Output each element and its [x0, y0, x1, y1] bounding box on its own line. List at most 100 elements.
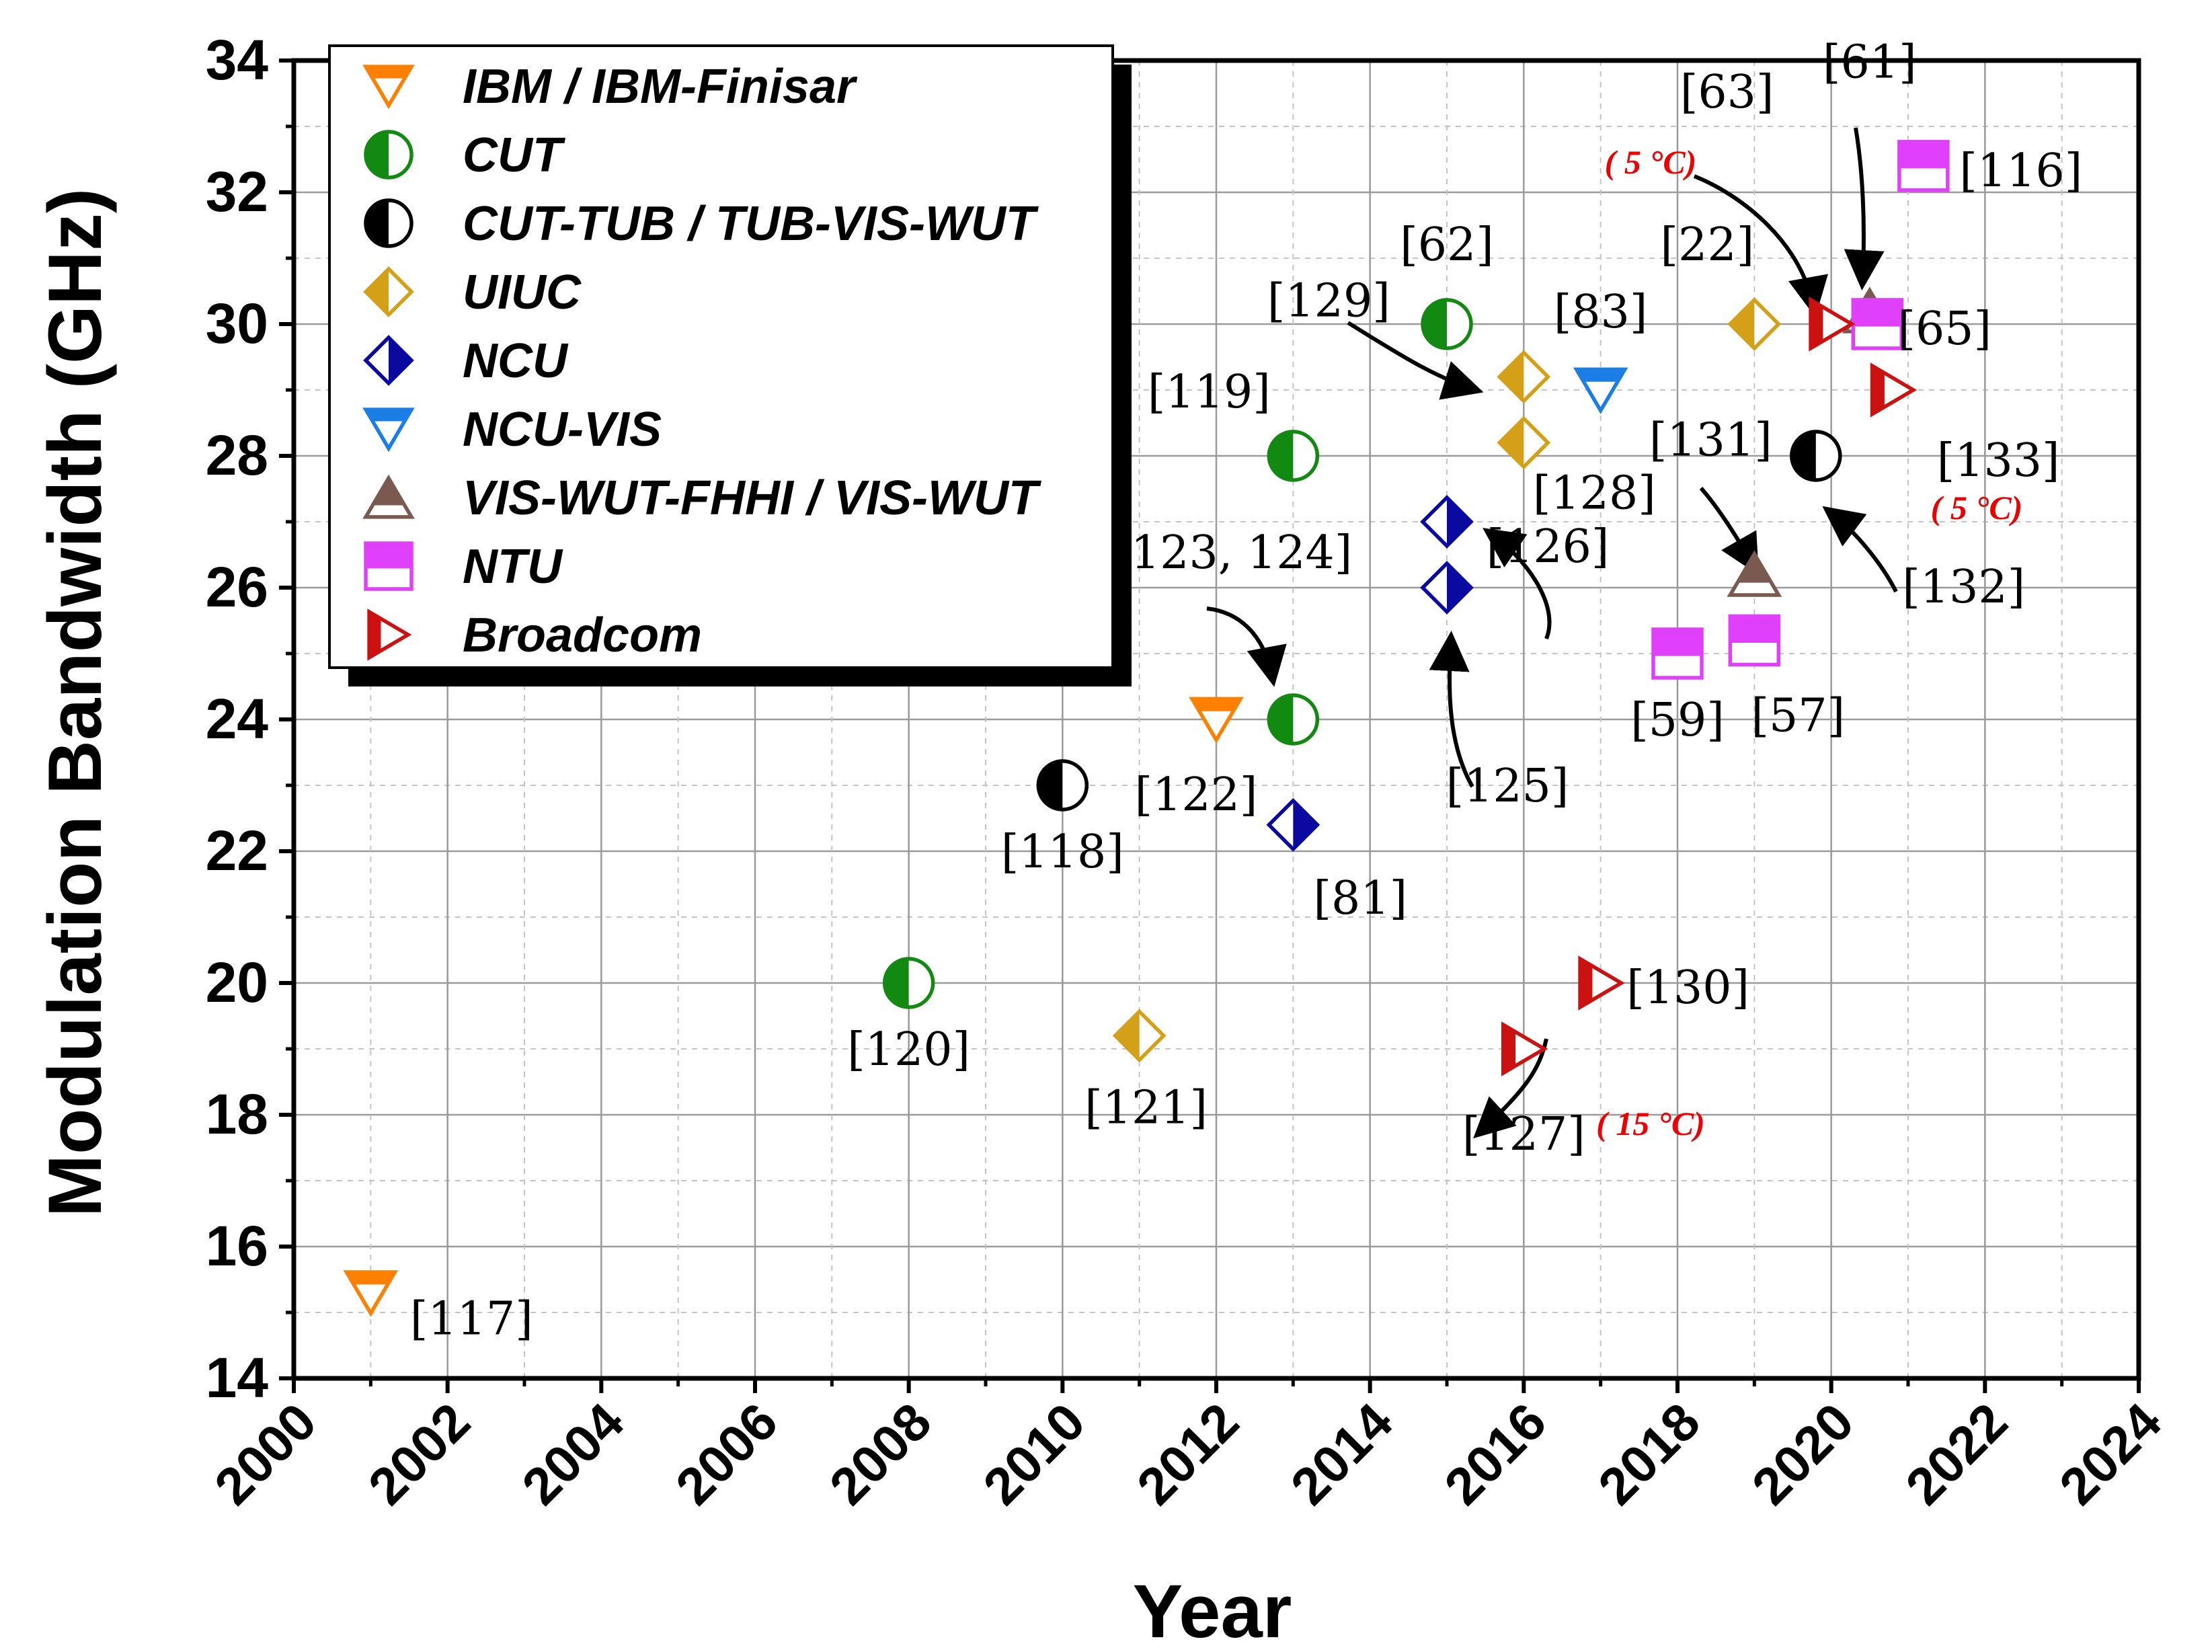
marker-shape: [1578, 955, 1625, 1011]
y-tick-label: 28: [206, 424, 268, 487]
legend-label: CUT: [463, 128, 566, 182]
x-tick-label: 2020: [1741, 1392, 1865, 1516]
marker-shape: [343, 1270, 399, 1317]
data-label: [133]: [1937, 434, 2060, 487]
data-point: [1501, 1021, 1548, 1076]
data-point: [1497, 416, 1551, 470]
y-tick-label: 18: [206, 1083, 268, 1146]
data-point: [1727, 550, 1782, 597]
data-label: [117]: [410, 1293, 533, 1346]
marker-shape: [1851, 298, 1904, 350]
marker-shape: [1421, 298, 1473, 350]
y-tick-label: 14: [206, 1346, 269, 1409]
data-label: [22]: [1661, 219, 1755, 272]
data-point: [1112, 1009, 1167, 1063]
legend-label: VIS-WUT-FHHI / VIS-WUT: [463, 471, 1042, 525]
data-point: [1573, 367, 1628, 415]
data-label: [130]: [1626, 961, 1749, 1015]
marker-shape: [1573, 367, 1628, 415]
y-tick-label: 16: [206, 1214, 268, 1277]
data-point: [1651, 627, 1704, 680]
legend-label: NCU-VIS: [463, 403, 662, 457]
data-label: [121]: [1084, 1081, 1208, 1134]
legend-entry: CUT: [364, 128, 566, 182]
marker-shape: [1651, 627, 1704, 680]
marker-shape: [1790, 430, 1842, 482]
x-tick-label: 2014: [1279, 1392, 1404, 1516]
data-label: [63]: [1680, 66, 1774, 119]
marker-shape: [362, 474, 415, 519]
legend-label: CUT-TUB / TUB-VIS-WUT: [463, 197, 1039, 251]
data-point: [1421, 298, 1473, 350]
marker-shape: [1036, 759, 1089, 812]
y-tick-label: 26: [206, 555, 268, 619]
data-point: [1809, 297, 1856, 352]
x-tick-label: 2018: [1587, 1392, 1711, 1516]
data-label: [120]: [847, 1023, 970, 1076]
temperature-note: ( 15 °C): [1596, 1105, 1705, 1142]
x-tick-label: 2024: [2048, 1392, 2172, 1516]
marker-shape: [882, 957, 935, 1009]
temperature-note: ( 5 °C): [1605, 143, 1697, 181]
y-tick-label: 24: [206, 687, 269, 750]
annotation-arrow: [1822, 506, 1898, 593]
marker-shape: [1497, 416, 1551, 470]
data-label: [131]: [1649, 414, 1772, 467]
marker-shape: [1420, 495, 1474, 549]
data-point: [1851, 298, 1904, 350]
marker-shape: [1728, 614, 1781, 667]
data-label: [126]: [1487, 520, 1610, 574]
annotation-arrow: [1206, 606, 1287, 687]
marker-shape: [362, 407, 415, 453]
x-axis-title: Year: [1133, 1569, 1292, 1652]
marker-shape: [1497, 350, 1551, 404]
marker-shape: [1420, 561, 1474, 615]
legend-entry: NCU-VIS: [362, 403, 662, 457]
legend-label: NCU: [463, 334, 569, 388]
marker-shape: [1727, 297, 1782, 351]
marker-shape: [362, 65, 415, 110]
y-tick-label: 34: [206, 28, 269, 91]
marker-shape: [363, 266, 414, 317]
y-tick-label: 20: [206, 951, 268, 1014]
marker-shape: [367, 608, 412, 661]
data-point: [1189, 697, 1244, 744]
annotation-arrow: [1693, 174, 1828, 317]
marker-shape: [1266, 797, 1320, 852]
data-point: [1036, 759, 1089, 812]
data-label: [122]: [1135, 769, 1258, 822]
annotation-arrow: [1844, 127, 1885, 290]
annotation-arrow: [1347, 321, 1484, 400]
data-label: [125]: [1446, 760, 1569, 813]
annotation-arrow: [1483, 528, 1552, 640]
marker-shape: [1189, 697, 1244, 744]
marker-shape: [363, 335, 414, 386]
y-tick-label: 22: [206, 819, 268, 882]
data-label: [129]: [1267, 274, 1390, 327]
legend-entry: Broadcom: [367, 608, 702, 662]
legend-label: NTU: [463, 540, 563, 594]
x-tick-label: 2008: [818, 1392, 943, 1516]
marker-shape: [1809, 297, 1856, 352]
x-tick-label: 2006: [664, 1392, 789, 1516]
legend-label: IBM / IBM-Finisar: [463, 60, 858, 114]
marker-shape: [364, 198, 413, 248]
data-label: [132]: [1902, 561, 2025, 614]
data-point: [1267, 430, 1320, 482]
legend-box: [328, 44, 1114, 669]
data-label: [65]: [1897, 303, 1991, 356]
legend-entry: VIS-WUT-FHHI / VIS-WUT: [362, 471, 1042, 525]
data-point: [882, 957, 935, 1009]
data-label: [57]: [1751, 689, 1846, 742]
annotation-arrow: [1699, 487, 1759, 576]
data-label: [119]: [1148, 366, 1271, 419]
marker-shape: [1870, 362, 1918, 418]
data-point: [1420, 495, 1474, 549]
x-tick-label: 2022: [1894, 1392, 2018, 1516]
y-tick-label: 30: [206, 292, 268, 355]
x-tick-label: 2012: [1125, 1392, 1250, 1516]
marker-shape: [1267, 693, 1320, 746]
data-label: [59]: [1630, 694, 1725, 747]
legend-entry: IBM / IBM-Finisar: [362, 60, 858, 114]
